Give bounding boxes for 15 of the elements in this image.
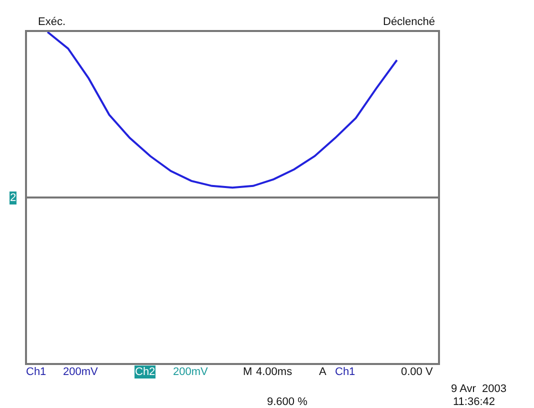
text: Ch1 bbox=[335, 366, 356, 378]
text: Exéc. bbox=[38, 16, 66, 28]
text: Ch1 bbox=[26, 366, 46, 378]
text: 2 bbox=[10, 192, 16, 204]
text: 11:36:42 bbox=[453, 396, 496, 408]
text: 9 Avr 2003 bbox=[451, 383, 506, 395]
text: 9.600 % bbox=[267, 396, 308, 408]
text: 4.00ms bbox=[256, 366, 293, 378]
text: 200mV bbox=[173, 366, 209, 378]
text: A bbox=[319, 366, 327, 378]
text: Déclenché bbox=[383, 16, 435, 28]
text: 200mV bbox=[63, 366, 99, 378]
text: Ch2 bbox=[135, 366, 156, 378]
text: M bbox=[243, 366, 252, 378]
text: 0.00 V bbox=[401, 366, 434, 378]
